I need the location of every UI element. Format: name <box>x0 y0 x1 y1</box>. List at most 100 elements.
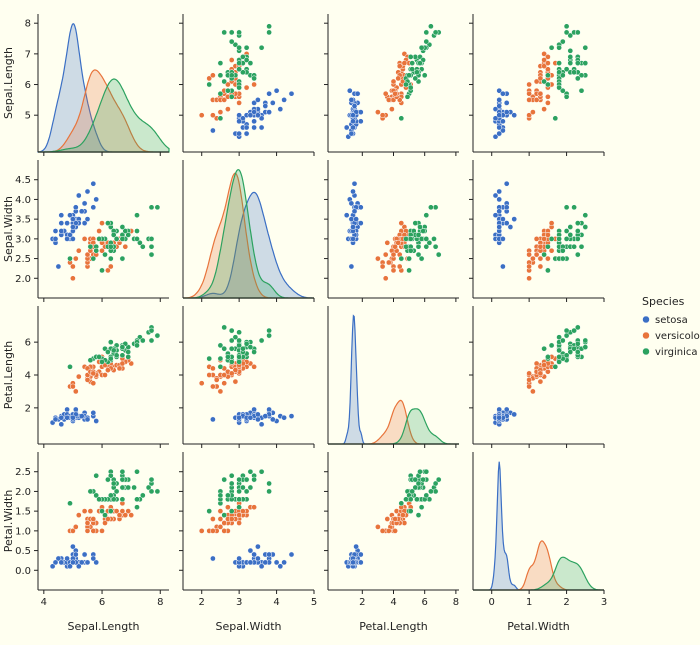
point-virginica-8 <box>418 255 425 262</box>
point-virginica-8 <box>119 496 126 503</box>
point-versicolor-14 <box>232 378 239 385</box>
point-virginica-13 <box>90 255 97 262</box>
legend-marker-virginica <box>642 347 650 356</box>
point-setosa-44 <box>357 204 364 211</box>
point-virginica-32 <box>110 480 117 487</box>
point-setosa-33 <box>84 188 91 195</box>
point-virginica-18 <box>574 324 581 331</box>
point-setosa-45 <box>350 118 356 125</box>
point-setosa-49 <box>247 414 254 421</box>
point-setosa-24 <box>251 118 257 125</box>
x-tick-label: 5 <box>311 597 317 608</box>
point-versicolor-26 <box>122 512 129 518</box>
point-versicolor-43 <box>379 528 386 534</box>
point-virginica-34 <box>415 251 422 258</box>
point-virginica-29 <box>236 504 242 511</box>
point-setosa-44 <box>266 551 272 558</box>
point-virginica-32 <box>228 345 235 352</box>
y-tick-label: 0.5 <box>15 546 31 557</box>
point-setosa-15 <box>288 413 295 419</box>
point-setosa-49 <box>247 112 254 119</box>
x-tick-label: 4 <box>41 597 47 608</box>
point-versicolor-26 <box>228 57 235 63</box>
point-virginica-33 <box>228 72 235 79</box>
point-virginica-25 <box>134 496 140 503</box>
point-virginica-47 <box>409 66 416 73</box>
point-versicolor-9 <box>225 106 231 112</box>
point-setosa-49 <box>350 112 356 119</box>
x-axis-label-petal-width: Petal.Width <box>507 620 570 633</box>
point-versicolor-42 <box>221 520 228 526</box>
point-virginica-6 <box>217 115 224 122</box>
point-virginica-19 <box>206 508 213 514</box>
point-setosa-45 <box>500 236 506 242</box>
point-versicolor-9 <box>75 512 82 518</box>
point-virginica-5 <box>567 32 574 39</box>
point-virginica-29 <box>134 342 140 349</box>
point-virginica-44 <box>247 344 254 350</box>
point-versicolor-14 <box>384 239 391 246</box>
point-setosa-22 <box>258 124 265 131</box>
point-setosa-49 <box>70 559 76 566</box>
point-versicolor-41 <box>541 236 547 242</box>
point-versicolor-34 <box>81 508 88 514</box>
point-setosa-15 <box>351 180 358 187</box>
point-virginica-44 <box>417 468 423 475</box>
point-versicolor-35 <box>99 220 105 226</box>
point-versicolor-48 <box>375 109 381 115</box>
point-setosa-18 <box>500 90 506 97</box>
point-virginica-48 <box>251 476 257 483</box>
point-setosa-32 <box>277 106 284 112</box>
point-virginica-34 <box>102 251 108 258</box>
point-virginica-9 <box>258 44 265 51</box>
panel-sepal-width-vs-petal-width <box>469 160 605 302</box>
point-versicolor-23 <box>533 78 540 85</box>
point-versicolor-29 <box>221 528 228 534</box>
point-virginica-31 <box>563 204 570 211</box>
point-setosa-37 <box>492 212 499 219</box>
point-versicolor-31 <box>84 528 91 534</box>
point-setosa-43 <box>255 411 261 418</box>
point-versicolor-31 <box>84 377 91 383</box>
point-virginica-34 <box>102 512 108 518</box>
point-virginica-30 <box>139 337 146 344</box>
y-tick-label: 6 <box>25 338 31 349</box>
point-setosa-47 <box>58 559 65 566</box>
point-virginica-30 <box>228 38 235 45</box>
point-virginica-34 <box>221 345 228 352</box>
point-setosa-22 <box>58 421 65 428</box>
point-virginica-24 <box>247 484 254 491</box>
point-setosa-31 <box>503 100 510 106</box>
x-axis-label-petal-length: Petal.Length <box>359 620 428 633</box>
point-virginica-6 <box>398 500 405 507</box>
point-virginica-40 <box>240 345 246 352</box>
point-virginica-49 <box>556 236 562 242</box>
point-versicolor-48 <box>375 524 381 530</box>
x-tick-label: 1 <box>526 597 532 608</box>
point-virginica-47 <box>409 488 416 495</box>
point-virginica-0 <box>421 72 428 79</box>
point-setosa-22 <box>343 124 350 131</box>
point-versicolor-36 <box>119 360 126 367</box>
point-virginica-18 <box>435 251 442 258</box>
point-setosa-18 <box>354 90 361 97</box>
point-virginica-45 <box>236 476 242 483</box>
point-virginica-41 <box>407 54 414 60</box>
point-setosa-41 <box>348 263 355 270</box>
point-versicolor-36 <box>119 508 126 514</box>
point-versicolor-43 <box>526 383 532 390</box>
point-virginica-34 <box>221 512 228 518</box>
point-virginica-17 <box>266 480 272 487</box>
point-virginica-32 <box>415 243 422 250</box>
point-setosa-32 <box>75 192 82 199</box>
point-versicolor-47 <box>537 75 544 82</box>
point-virginica-19 <box>545 81 551 88</box>
point-versicolor-43 <box>526 112 532 119</box>
point-virginica-30 <box>139 492 146 499</box>
point-versicolor-31 <box>385 97 392 103</box>
point-versicolor-33 <box>548 247 555 254</box>
x-tick-label: 6 <box>422 597 428 608</box>
point-virginica-17 <box>432 204 439 211</box>
point-virginica-13 <box>217 90 224 97</box>
point-virginica-45 <box>119 476 126 483</box>
